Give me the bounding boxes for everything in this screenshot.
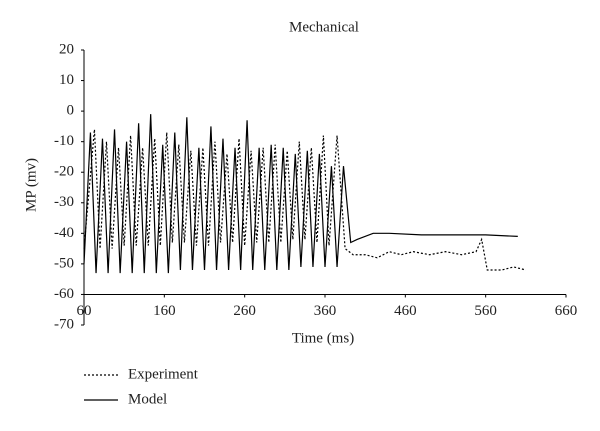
y-tick-label: 10 [59, 72, 74, 88]
x-tick-label: 160 [153, 303, 176, 319]
legend-label: Experiment [128, 366, 199, 382]
x-axis-label: Time (ms) [292, 330, 354, 346]
y-axis-label: MP (mv) [23, 158, 39, 212]
y-tick-label: -10 [54, 133, 74, 149]
y-tick-label: -50 [54, 255, 74, 271]
data-line [83, 114, 518, 274]
chart-title: Mechanical [289, 19, 359, 35]
data-line [83, 129, 526, 271]
y-tick-label: 20 [59, 41, 74, 57]
x-tick-label: 460 [394, 303, 417, 319]
x-tick-label: 60 [77, 303, 92, 319]
legend-label: Model [128, 391, 167, 407]
y-tick-label: -70 [54, 316, 74, 332]
x-tick-label: 560 [474, 303, 497, 319]
y-tick-label: -60 [54, 286, 74, 302]
y-tick-label: 0 [67, 103, 75, 119]
x-tick-label: 260 [233, 303, 256, 319]
y-tick-label: -30 [54, 194, 74, 210]
x-tick-label: 660 [555, 303, 578, 319]
y-tick-label: -20 [54, 164, 74, 180]
x-tick-label: 360 [314, 303, 337, 319]
y-tick-label: -40 [54, 225, 74, 241]
